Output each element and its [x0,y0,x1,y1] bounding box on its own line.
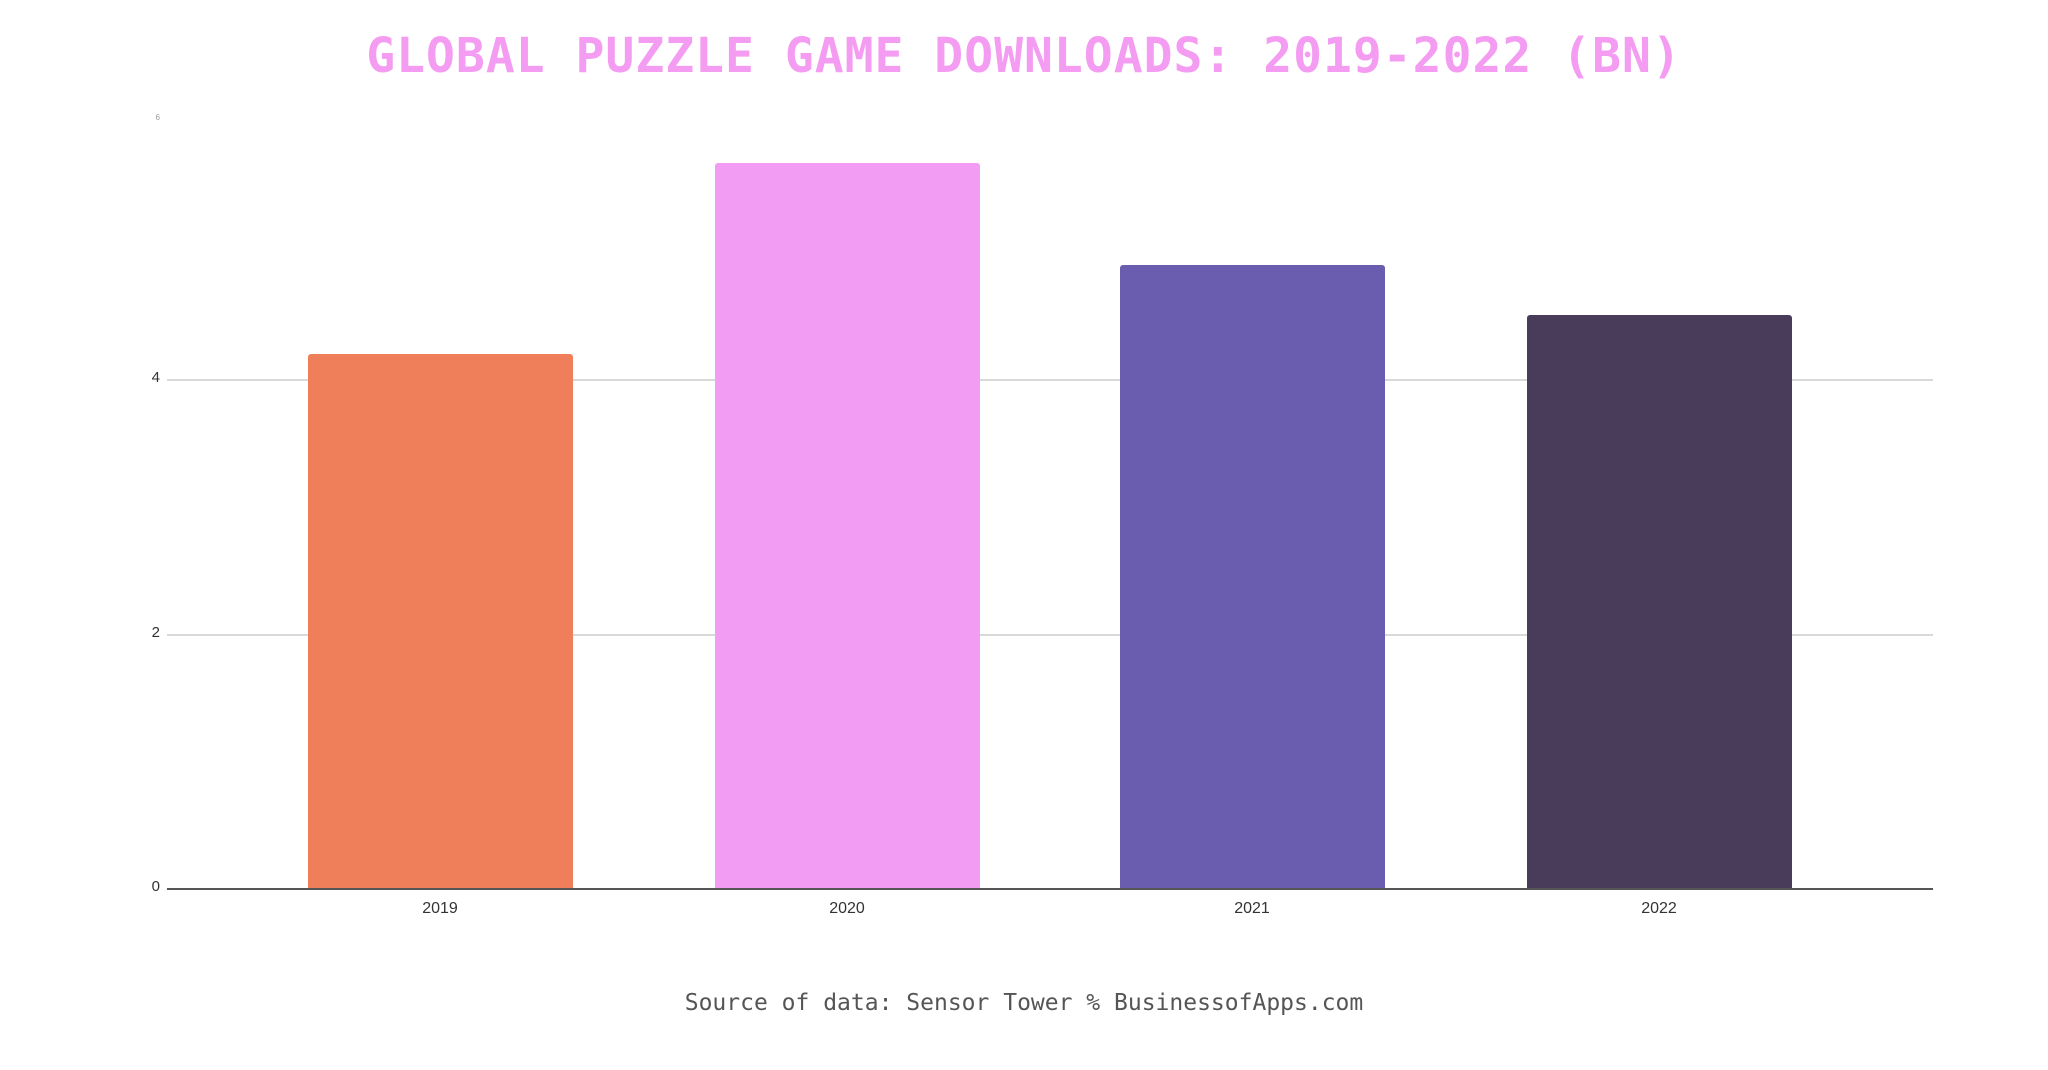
source-note: Source of data: Sensor Tower % Businesso… [684,990,1364,1016]
y-tick-6: 6 [155,113,160,122]
x-label-2020: 2020 [829,900,865,917]
bar-2021 [1120,265,1385,888]
x-label-2022: 2022 [1641,900,1677,917]
gridline-4 [167,379,1933,381]
bar-2022 [1527,315,1792,888]
bar-2020 [715,163,980,888]
x-label-2019: 2019 [422,900,458,917]
y-tick-2: 2 [151,624,160,641]
x-label-2021: 2021 [1234,900,1270,917]
chart-title: GLOBAL PUZZLE GAME DOWNLOADS: 2019-2022 … [366,28,1682,84]
y-tick-4: 4 [151,369,160,386]
y-tick-0: 0 [151,878,160,895]
bar-2019 [308,354,573,888]
gridline-2 [167,634,1933,636]
x-axis-line [167,888,1933,890]
